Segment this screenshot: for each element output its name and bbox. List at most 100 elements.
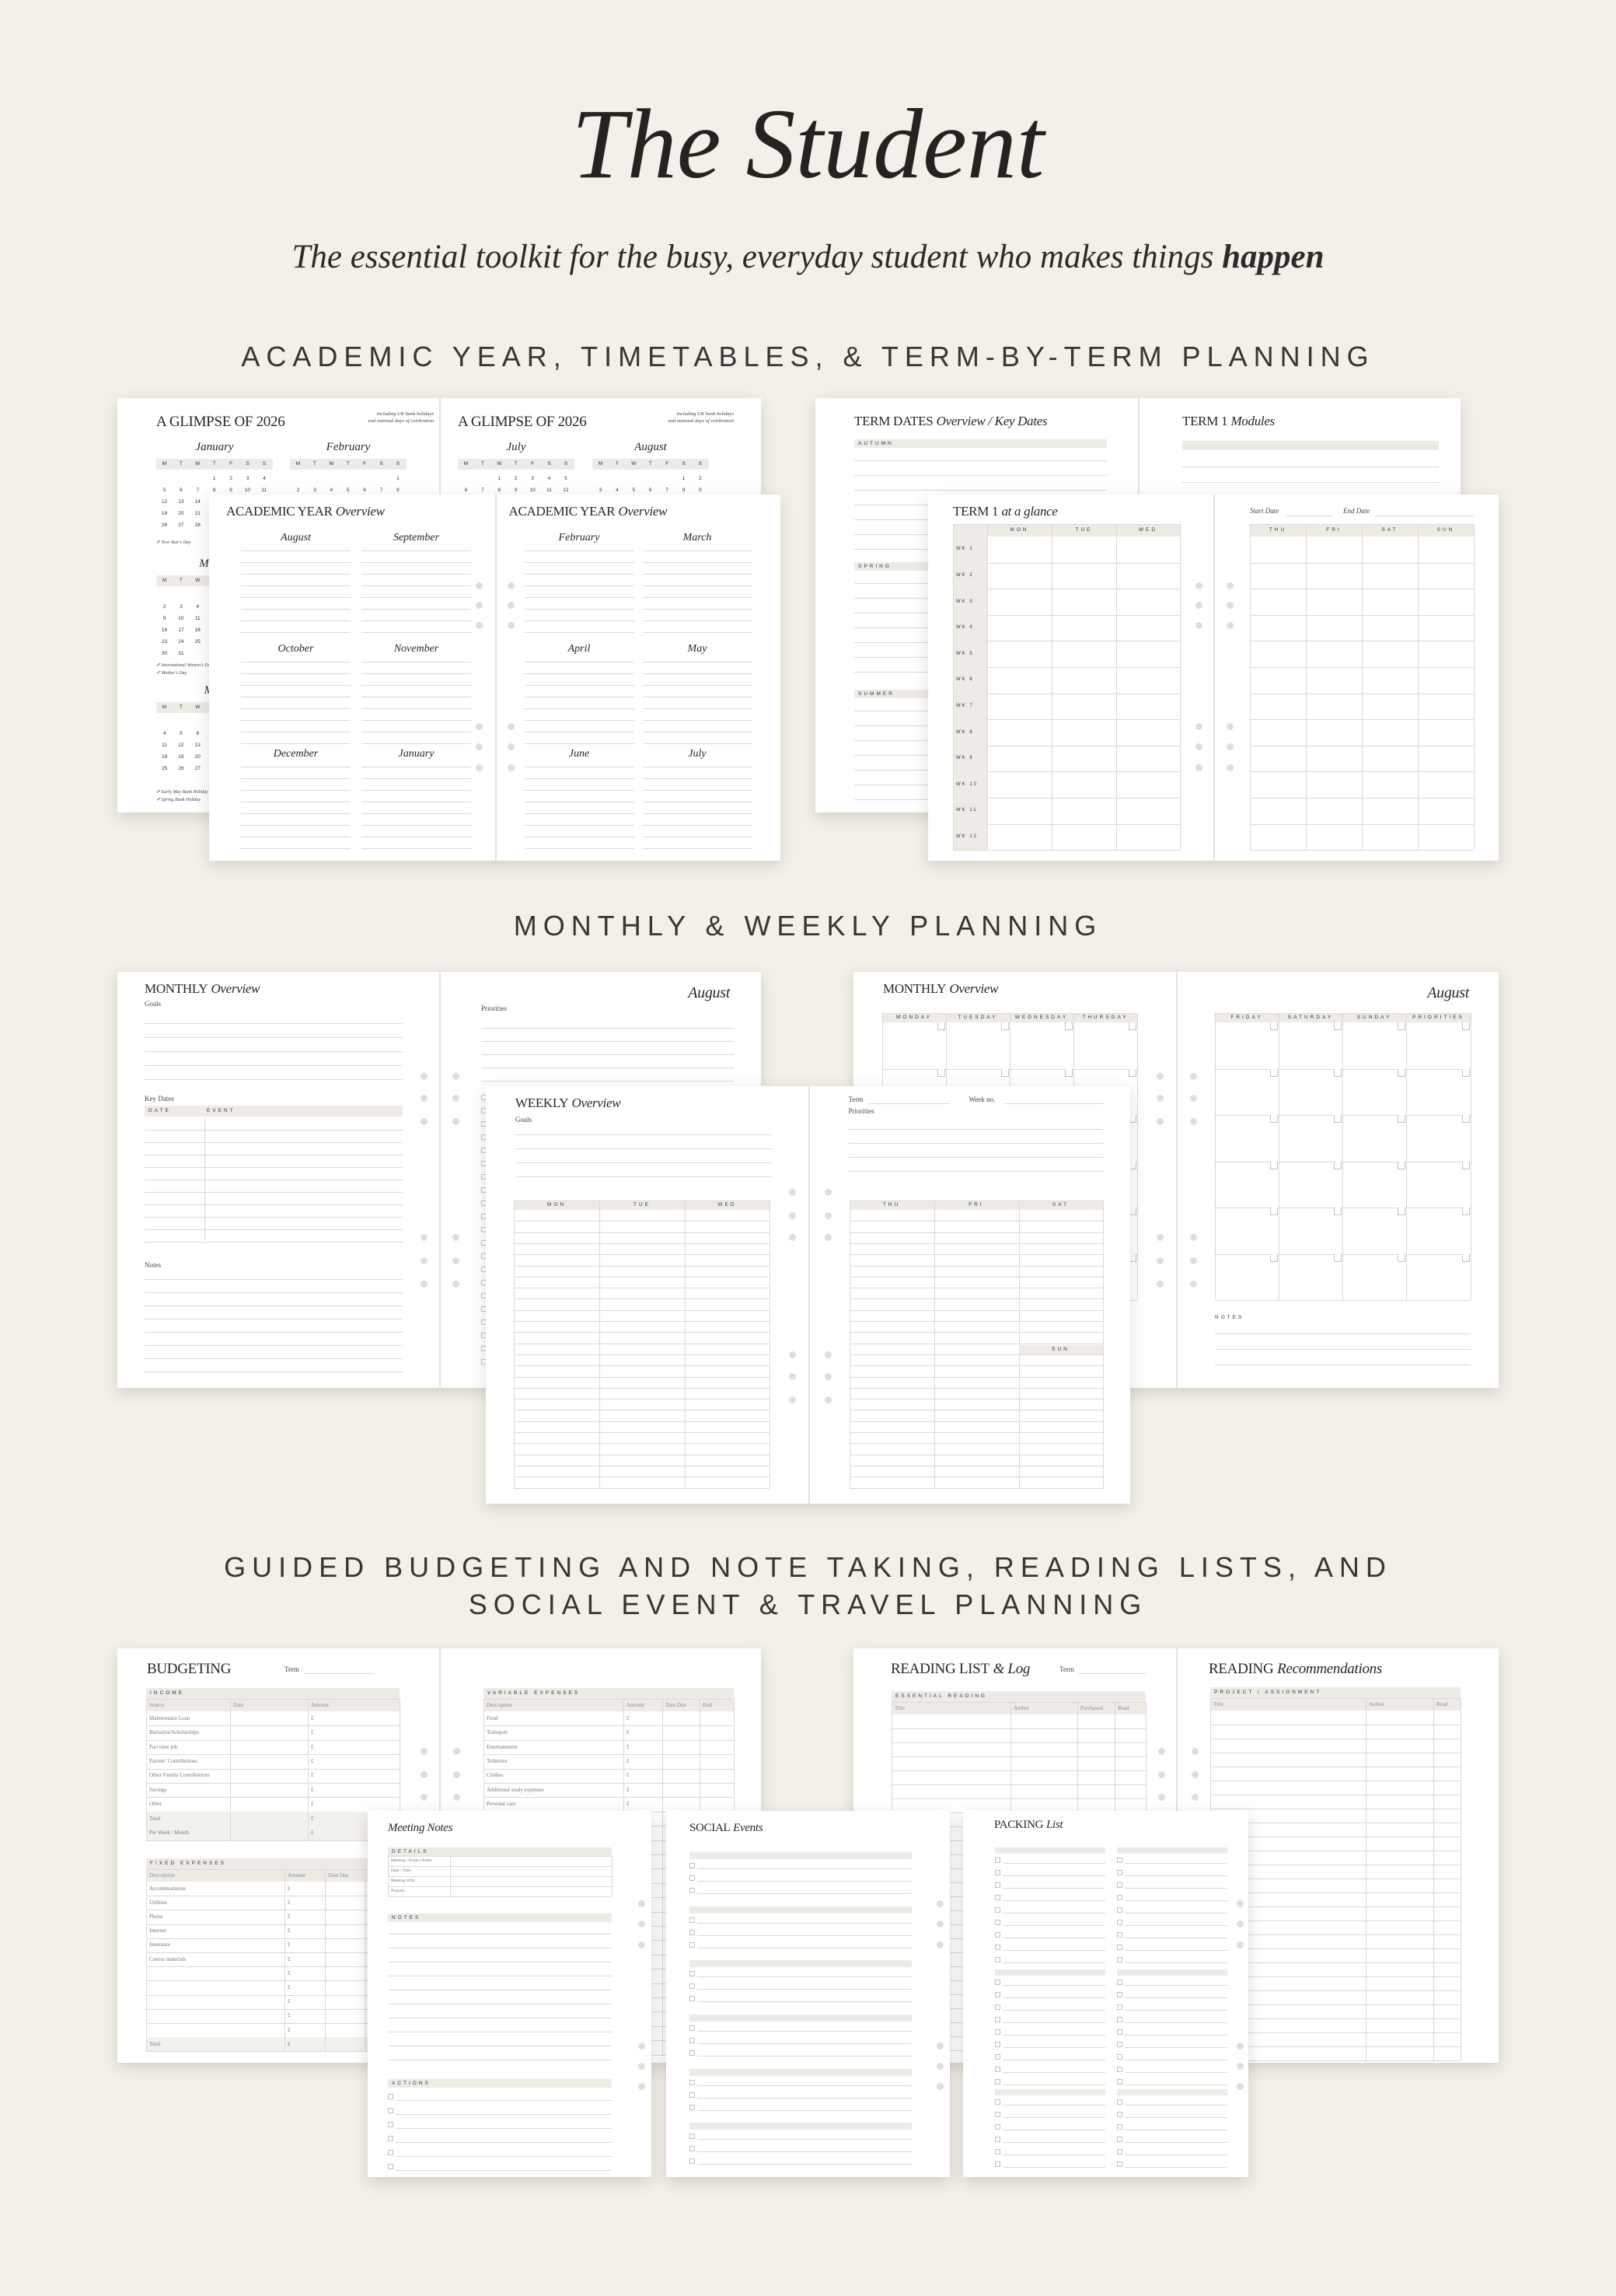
ruled-line: [642, 574, 752, 575]
weekday-label: M: [295, 461, 301, 467]
right-page: ACADEMIC YEAR Overview February March April M…: [494, 494, 780, 861]
calendar-day: 4: [162, 731, 166, 736]
ring-hole-icon: [507, 622, 515, 629]
ring-hole-icon: [1227, 622, 1234, 629]
grid-line: [1250, 524, 1251, 851]
ring-hole-icon: [1195, 602, 1202, 609]
main-title: The Student: [571, 89, 1045, 199]
weekday-label: S: [564, 461, 568, 467]
checkbox: [689, 2092, 695, 2098]
calendar-day: 13: [194, 743, 201, 748]
date-box: [1398, 1207, 1405, 1215]
checkbox: [1117, 2029, 1122, 2035]
ruled-line: [1125, 2072, 1227, 2073]
checkbox: [1117, 2124, 1122, 2130]
column-header: FRIDAY: [1230, 1015, 1263, 1020]
title-italic: & Log: [993, 1661, 1031, 1677]
table-cell: Maintenance Loan: [149, 1714, 190, 1721]
date-box: [1398, 1022, 1405, 1030]
ruled-line: [1125, 1985, 1227, 1986]
ring-hole-icon: [421, 1234, 428, 1241]
grid-line: [662, 1699, 663, 2055]
ruled-line: [524, 708, 634, 709]
ruled-line: [241, 585, 351, 586]
checkbox: [1117, 1907, 1122, 1913]
calendar-day: 7: [481, 488, 484, 493]
title-italic: Meeting Notes: [388, 1822, 453, 1834]
left-page: ACADEMIC YEAR Overview August September Octo…: [209, 494, 495, 861]
column-header: EVENT: [207, 1108, 236, 1113]
table-cell: WK 12: [956, 833, 979, 839]
column-header: Description: [487, 1701, 512, 1708]
ruled-line: [892, 1798, 1146, 1799]
column-header: SAT: [1381, 527, 1398, 533]
checkbox: [689, 2038, 695, 2043]
ruled-line: [1210, 2004, 1461, 2005]
ruled-line: [483, 1754, 734, 1756]
ruled-line: [1210, 1878, 1461, 1879]
column-header: Paid: [703, 1701, 713, 1708]
date-box: [1334, 1115, 1342, 1123]
ruled-line: [1210, 1962, 1461, 1963]
checkbox: [1117, 1980, 1122, 1985]
table-cell: WK 9: [956, 756, 974, 761]
table-cell: £: [311, 1743, 314, 1750]
table-cell: £: [627, 1714, 630, 1721]
ruled-line: [146, 2008, 400, 2010]
weekday-label: F: [531, 461, 535, 467]
checkbox: [995, 2054, 1000, 2060]
grid-line: [1362, 524, 1363, 851]
checkbox: [689, 1917, 695, 1923]
term-label: Term: [284, 1665, 299, 1673]
row-label-cell: [953, 693, 987, 720]
checkbox: [689, 1888, 695, 1893]
ruled-line: [953, 719, 1180, 721]
column-header: Source: [149, 1701, 165, 1708]
calendar-day: 10: [529, 488, 536, 493]
ruled-line: [514, 1387, 770, 1389]
row-label-cell: [953, 614, 987, 641]
calendar-day: 8: [212, 488, 216, 493]
ruled-line: [146, 1966, 400, 1968]
event-band: [689, 2069, 912, 2076]
left-page: WEEKLY Overview Goals MON TUE WED: [486, 1086, 808, 1504]
column-header: TUE: [633, 1202, 651, 1207]
ruled-line: [514, 1399, 770, 1400]
weekday-label: W: [631, 461, 637, 467]
ring-hole-icon: [476, 602, 483, 609]
ring-hole-icon: [937, 1900, 944, 1907]
category-band: [995, 1847, 1105, 1854]
ring-hole-icon: [789, 1234, 796, 1241]
checkbox: [1117, 1932, 1122, 1938]
ruled-line: [953, 850, 1180, 851]
ring-hole-icon: [789, 1351, 796, 1358]
ruled-line: [361, 708, 471, 709]
ruled-line: [1210, 1822, 1461, 1823]
checkbox: [1117, 2067, 1122, 2072]
date-box: [1334, 1207, 1342, 1215]
ruled-line: [892, 1770, 1146, 1771]
ruled-line: [697, 2139, 912, 2140]
ruled-line: [1125, 2167, 1227, 2168]
month-label: December: [273, 748, 319, 760]
table-cell: WK 5: [956, 651, 974, 656]
holiday-note: ✐ Spring Bank Holiday: [156, 797, 201, 802]
table-cell: £: [288, 1969, 291, 1976]
title-italic: Overview: [949, 981, 999, 996]
column-header: Amount: [627, 1701, 644, 1708]
ruled-line: [361, 562, 471, 563]
ruled-line: [145, 1217, 403, 1218]
column-header: Author: [1014, 1704, 1029, 1711]
ruled-line: [145, 1167, 403, 1168]
ring-hole-icon: [824, 1189, 832, 1196]
checkbox: [1117, 1945, 1122, 1950]
row-label-cell: [953, 823, 987, 851]
checkbox: [995, 2079, 1000, 2085]
ruled-line: [1003, 1863, 1105, 1864]
calendar-day: 13: [178, 499, 184, 505]
ruled-line: [361, 778, 471, 779]
checkbox: [995, 1882, 1000, 1888]
calendar-day: 8: [396, 488, 400, 493]
checkbox: [388, 2094, 393, 2099]
